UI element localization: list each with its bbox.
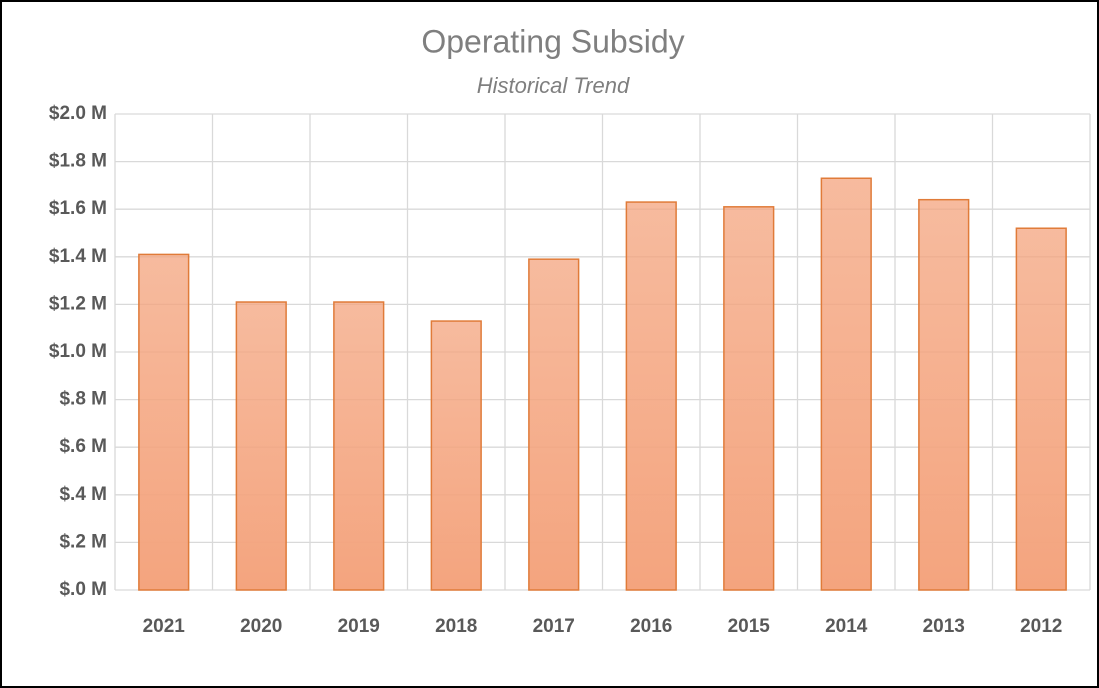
bar bbox=[625, 201, 677, 591]
bar bbox=[235, 301, 287, 591]
bar bbox=[918, 198, 970, 591]
x-tick-label: 2016 bbox=[630, 616, 672, 637]
y-tick-label: $1.6 M bbox=[49, 198, 107, 219]
x-tick-label: 2017 bbox=[533, 616, 575, 637]
x-tick-label: 2018 bbox=[435, 616, 477, 637]
x-tick-label: 2019 bbox=[338, 616, 380, 637]
x-tick-label: 2015 bbox=[728, 616, 771, 637]
bar bbox=[138, 253, 190, 591]
bar bbox=[820, 177, 872, 591]
chart-title: Operating Subsidy bbox=[421, 23, 684, 59]
chart-subtitle: Historical Trend bbox=[477, 73, 630, 98]
y-tick-label: $1.0 M bbox=[49, 341, 107, 362]
x-tick-label: 2013 bbox=[923, 616, 965, 637]
y-tick-label: $.0 M bbox=[59, 579, 107, 600]
y-tick-label: $1.8 M bbox=[49, 151, 107, 172]
y-tick-label: $.6 M bbox=[59, 436, 107, 457]
bar bbox=[528, 258, 580, 591]
y-tick-label: $1.4 M bbox=[49, 246, 107, 267]
y-tick-label: $2.0 M bbox=[49, 103, 107, 124]
bar bbox=[333, 301, 385, 591]
x-tick-label: 2014 bbox=[825, 616, 868, 637]
x-tick-label: 2012 bbox=[1020, 616, 1062, 637]
bar bbox=[723, 206, 775, 591]
bar bbox=[430, 320, 482, 591]
y-tick-label: $.2 M bbox=[59, 531, 107, 552]
y-tick-label: $.4 M bbox=[59, 484, 107, 505]
y-tick-label: $.8 M bbox=[59, 389, 107, 410]
bar bbox=[1015, 227, 1067, 591]
x-tick-label: 2021 bbox=[143, 616, 186, 637]
x-tick-label: 2020 bbox=[240, 616, 282, 637]
y-tick-label: $1.2 M bbox=[49, 293, 107, 314]
